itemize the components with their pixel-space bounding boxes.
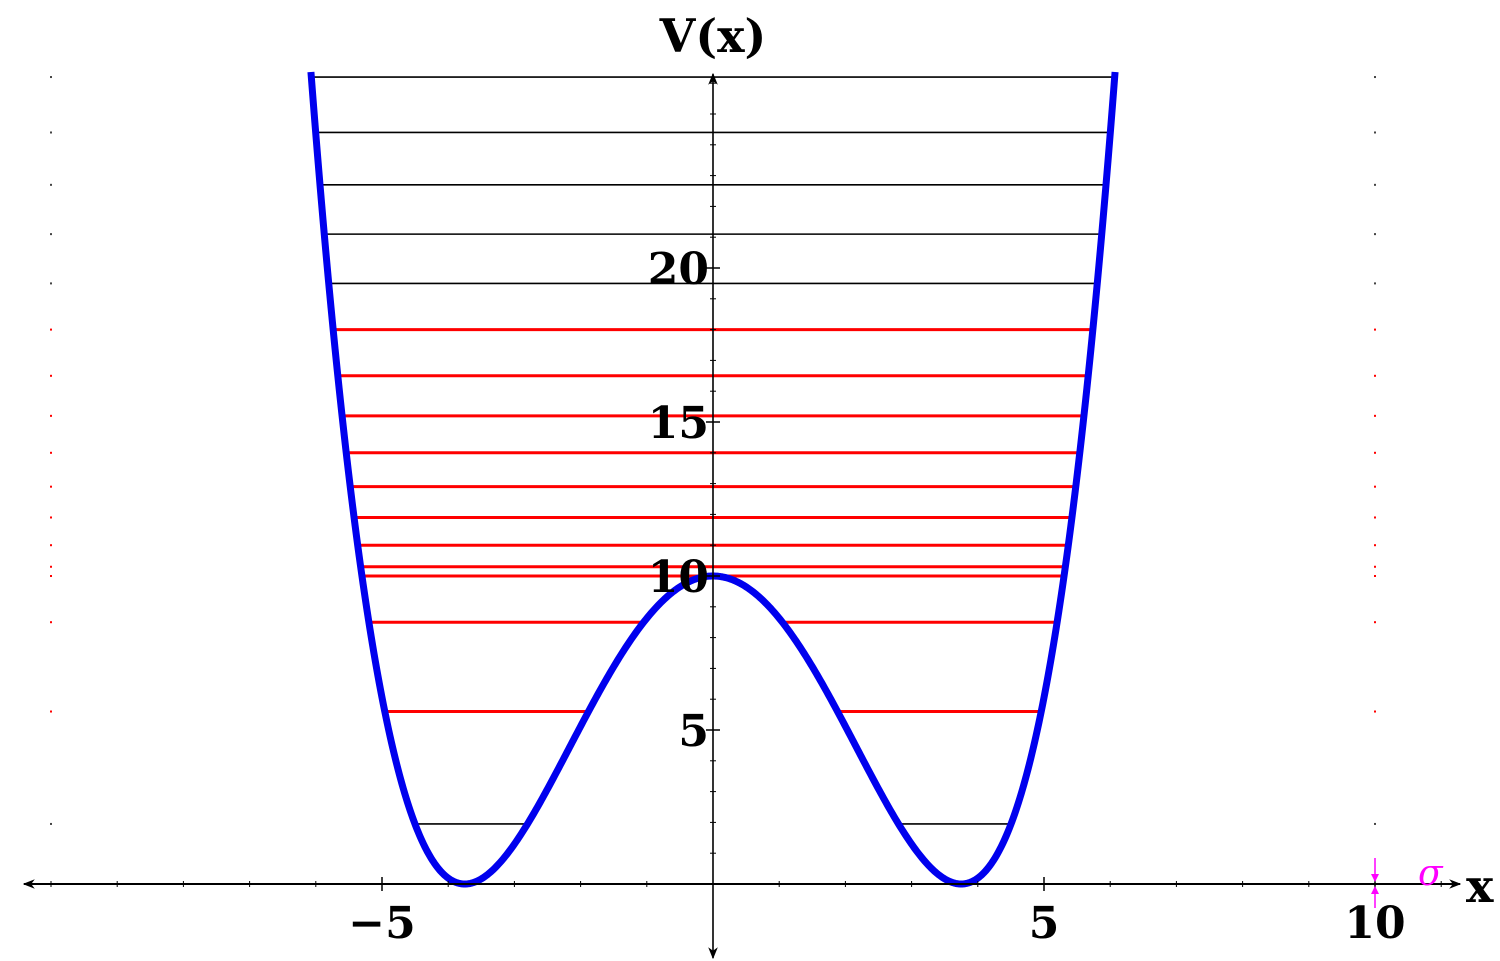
y-tick-label-2: 15: [648, 398, 709, 449]
sigma-label: σ: [1418, 853, 1444, 894]
edge-mark-left-12: [50, 282, 52, 285]
edge-mark-right-5: [1374, 516, 1376, 519]
edge-mark-left-4: [50, 544, 52, 547]
edge-mark-right-16: [1374, 76, 1376, 79]
edge-mark-left-15: [50, 131, 52, 134]
edge-mark-right-3: [1374, 565, 1376, 568]
edge-mark-right-10: [1374, 328, 1376, 331]
edge-mark-left-11: [50, 822, 52, 825]
sigma-arrow-up: [1371, 886, 1379, 894]
edge-mark-right-1: [1374, 621, 1376, 624]
edge-mark-right-2: [1374, 575, 1376, 577]
minor-ticks: [50, 82, 1442, 887]
edge-mark-left-2: [50, 575, 52, 577]
edge-mark-right-4: [1374, 544, 1376, 547]
edge-mark-left-9: [50, 374, 52, 377]
edge-mark-right-6: [1374, 485, 1376, 488]
edge-mark-left-6: [50, 485, 52, 488]
edge-mark-right-0: [1374, 710, 1376, 713]
y-tick-label-1: 10: [648, 552, 709, 603]
edge-mark-left-5: [50, 516, 52, 519]
edge-mark-left-0: [50, 710, 52, 713]
edge-mark-left-3: [50, 565, 52, 568]
sigma-arrow-down: [1371, 874, 1379, 882]
edge-mark-right-15: [1374, 131, 1376, 134]
x-tick-label-0: −5: [348, 898, 415, 949]
major-ticks: [381, 267, 1376, 891]
edge-mark-right-12: [1374, 282, 1376, 285]
x-tick-labels: −5 5 10: [348, 898, 1405, 949]
y-tick-label-3: 20: [648, 244, 709, 295]
edge-mark-left-8: [50, 414, 52, 417]
edge-mark-left-10: [50, 328, 52, 331]
edge-dotted-marks: [50, 76, 1376, 825]
x-tick-label-1: 5: [1029, 898, 1060, 949]
edge-mark-left-14: [50, 183, 52, 186]
edge-mark-left-7: [50, 451, 52, 454]
y-axis-title: V(x): [659, 9, 767, 63]
sigma-annotation: σ: [1371, 853, 1444, 908]
edge-mark-right-7: [1374, 451, 1376, 454]
y-tick-labels: 5 10 15 20: [648, 244, 709, 757]
edge-mark-right-11: [1374, 822, 1376, 825]
edge-mark-right-14: [1374, 183, 1376, 186]
edge-mark-left-16: [50, 76, 52, 79]
y-tick-label-0: 5: [678, 706, 709, 757]
edge-mark-left-1: [50, 621, 52, 624]
edge-mark-right-13: [1374, 233, 1376, 236]
x-axis-title: x: [1466, 859, 1494, 913]
edge-mark-right-8: [1374, 414, 1376, 417]
edge-mark-right-9: [1374, 374, 1376, 377]
edge-mark-left-13: [50, 233, 52, 236]
